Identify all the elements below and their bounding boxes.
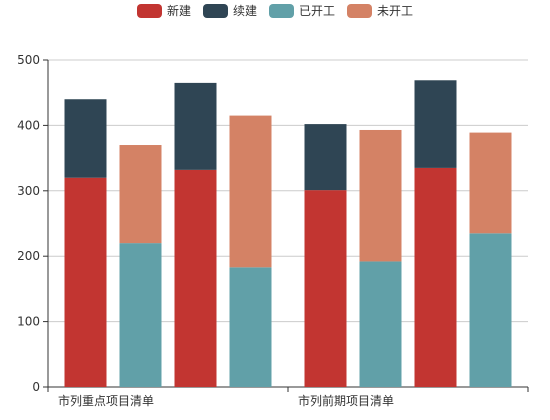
bar-segment-新建 <box>304 190 347 387</box>
x-category-label: 市列前期项目清单 <box>298 393 394 408</box>
bar-segment-已开工 <box>359 261 402 387</box>
x-category-label: 市列重点项目清单 <box>58 393 154 408</box>
legend-swatch-new <box>136 4 162 18</box>
bar-segment-续建 <box>64 99 107 178</box>
y-tick-label: 400 <box>17 118 40 132</box>
y-tick-label: 500 <box>17 53 40 67</box>
bar-segment-已开工 <box>469 233 512 387</box>
bar-segment-续建 <box>304 124 347 191</box>
bar-segment-未开工 <box>119 145 162 244</box>
legend-label-new: 新建 <box>166 4 191 18</box>
bar-segment-续建 <box>174 82 217 170</box>
legend-label-continuing: 续建 <box>232 4 257 18</box>
legend-swatch-started <box>269 4 294 18</box>
legend-swatch-not-started <box>347 4 373 18</box>
legend-item-started[interactable]: 已开工 <box>269 4 335 18</box>
y-tick-label: 300 <box>17 184 40 198</box>
bar-segment-已开工 <box>119 243 162 387</box>
bar-segment-新建 <box>64 177 107 387</box>
y-tick-label: 200 <box>17 249 40 263</box>
bar-segment-新建 <box>414 167 457 387</box>
y-tick-label: 0 <box>32 380 40 394</box>
legend-swatch-continuing <box>202 4 228 18</box>
legend-label-not-started: 未开工 <box>377 4 414 18</box>
legend-item-not-started[interactable]: 未开工 <box>347 4 413 18</box>
bar-segment-未开工 <box>359 129 402 262</box>
bar-segment-新建 <box>174 169 217 387</box>
bar-segment-续建 <box>414 80 457 168</box>
legend: 新建 续建 已开工 未开工 <box>0 4 550 18</box>
bar-segment-未开工 <box>229 115 272 268</box>
bar-segment-未开工 <box>469 132 512 234</box>
legend-label-started: 已开工 <box>299 4 336 18</box>
legend-item-new[interactable]: 新建 <box>136 4 191 18</box>
y-tick-label: 100 <box>17 315 40 329</box>
bar-segment-已开工 <box>229 267 272 387</box>
legend-item-continuing[interactable]: 续建 <box>202 4 257 18</box>
